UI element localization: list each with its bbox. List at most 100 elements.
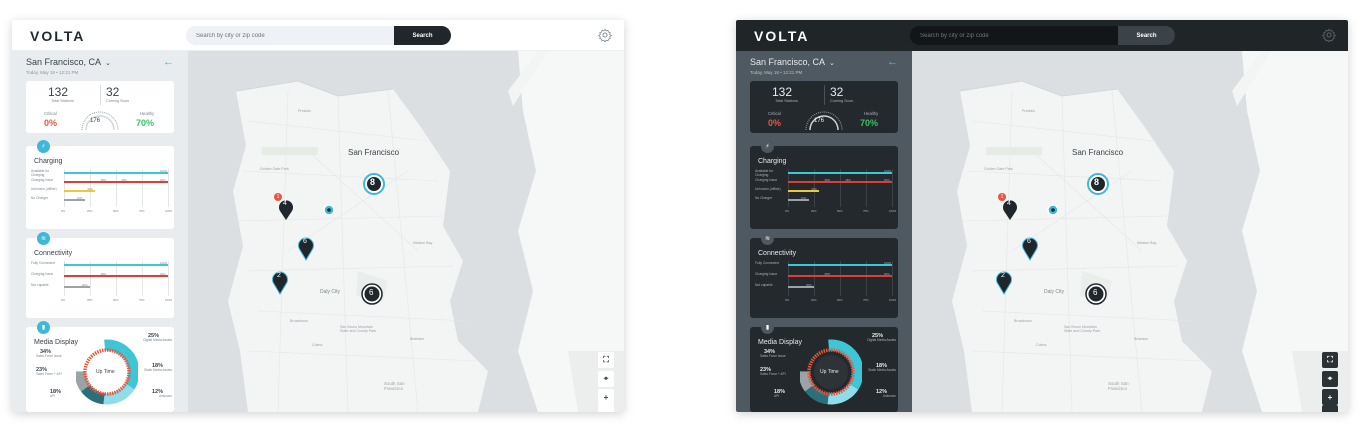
locate-button[interactable]: ⌖ (598, 371, 614, 387)
display-icon: ▮ (37, 321, 50, 334)
media-left-pct-2: 23% (760, 367, 772, 373)
gear-icon[interactable] (1322, 28, 1336, 42)
map-pin-2[interactable]: 2 (995, 269, 1013, 300)
grid-line (90, 169, 91, 207)
bar-segment-label: 15% (845, 177, 851, 182)
search-input[interactable] (910, 26, 1118, 45)
chevron-down-icon: ⌄ (829, 60, 835, 67)
media-left-label-3: API (774, 394, 780, 398)
search-button[interactable]: Search (1118, 26, 1175, 45)
display-icon: ▮ (761, 321, 774, 334)
map-single-station[interactable] (1047, 203, 1059, 221)
city-selector[interactable]: San Francisco, CA ⌄ (26, 57, 111, 67)
bar-segment-label: 38% (824, 177, 830, 182)
back-arrow-icon[interactable]: ← (887, 56, 898, 68)
fullscreen-button[interactable]: ⛶ (1322, 352, 1338, 368)
charging-chart: 0% 25% 50% 75% 100% Available for Charging 100… (750, 146, 898, 229)
charging-card[interactable]: ⚡ Charging 0% 25% 50% 75% 100% Available for … (750, 140, 898, 229)
axis-tick-label: 0% (61, 209, 66, 213)
map-pin-6a[interactable]: 6 (1021, 235, 1039, 266)
city-selector[interactable]: San Francisco, CA ⌄ (750, 57, 835, 67)
station-pin-icon (279, 200, 293, 220)
map-label-san-bruno: San Bruno Mountain State and County Park (340, 325, 377, 333)
city-name: San Francisco, CA (26, 57, 102, 67)
bar-value-label: 30% (87, 186, 93, 191)
map-view[interactable]: San Francisco Presidio Golden Gate Park … (188, 51, 624, 412)
gear-icon[interactable] (598, 28, 612, 42)
pin-count: 6 (303, 238, 307, 245)
bar-segment-label: 38% (100, 271, 106, 276)
map-view[interactable]: San Francisco Presidio Golden Gate Park … (912, 51, 1348, 412)
zoom-in-button[interactable]: + (598, 389, 614, 405)
bar-row-label: Fully Connected (755, 261, 779, 265)
map-label-mission-bay: Mission Bay (413, 241, 433, 245)
search-button[interactable]: Search (394, 26, 451, 45)
search-box: Search (910, 26, 1175, 45)
axis-tick-label: 100% (165, 298, 173, 302)
connectivity-card[interactable]: ≋ Connectivity 0% 25% 50% 75% 100% Fully Conn… (750, 232, 898, 318)
bar-row-label: Charging Issue (31, 272, 54, 276)
axis-tick-label: 0% (785, 298, 790, 302)
map-pin-6a[interactable]: 6 (297, 235, 315, 266)
zoom-out-button[interactable]: − (1322, 405, 1338, 412)
grid-line (168, 169, 169, 207)
connectivity-title: Connectivity (758, 250, 797, 257)
map-cluster-6[interactable]: 6 (361, 283, 383, 310)
media-display-card[interactable]: ▮ Media Display 34% Sales Force Issue 23… (750, 321, 898, 412)
connectivity-card[interactable]: ≋ Connectivity 0% 25% 50% 75% 100% Fully Conn… (26, 232, 174, 318)
bar-value-label: 20% (160, 177, 166, 182)
critical-label: Critical (768, 111, 781, 116)
charging-card[interactable]: ⚡ Charging 0% 25% 50% 75% 100% Available for … (26, 140, 174, 229)
charging-title: Charging (758, 158, 787, 165)
date-time: Today, May 18 • 12:21 PM (750, 70, 803, 75)
map-cluster-6[interactable]: 6 (1085, 283, 1107, 310)
critical-percent: 0% (768, 118, 782, 128)
map-cluster-8[interactable]: 8 (1087, 173, 1109, 200)
volta-logo[interactable]: VOLTA (754, 28, 810, 44)
grid-line (64, 169, 65, 207)
map-cluster-8[interactable]: 8 (363, 173, 385, 200)
zoom-out-button[interactable]: − (598, 405, 614, 412)
fullscreen-button[interactable]: ⛶ (598, 352, 614, 368)
stats-card: 132 Total Stations 32 Coming Soon Critic… (26, 81, 174, 133)
charging-icon: ⚡ (761, 140, 774, 153)
locate-button[interactable]: ⌖ (1322, 371, 1338, 387)
coming-soon-label: Coming Soon (106, 99, 130, 103)
bar-row-label: Unknown (offline) (755, 187, 781, 191)
light-theme-frame: VOLTA Search San Francisco, CA⌄ Today, M… (12, 20, 624, 412)
map-label-san-bruno: San Bruno Mountain State and County Park (1064, 325, 1101, 333)
bar-row-label: Unknown (offline) (31, 187, 57, 191)
search-box: Search (186, 26, 451, 45)
top-bar: VOLTA Search (736, 20, 1348, 51)
bar-connectivity (64, 264, 168, 267)
station-cluster-icon (1085, 283, 1107, 305)
uptime-label: Up Time (96, 369, 115, 375)
charging-title: Charging (34, 158, 63, 165)
bar-value-label: 10% (800, 195, 807, 200)
grid-line (142, 261, 143, 296)
search-input[interactable] (186, 26, 394, 45)
map-label-daly-city: Daly City (320, 289, 341, 295)
map-pin-2[interactable]: 2 (271, 269, 289, 300)
media-display-card[interactable]: ▮ Media Display 34% Sales Force Issue 23… (26, 321, 174, 412)
map-pin-4[interactable]: 4 1 (274, 193, 295, 226)
map-label-daly-city: Daly City (1044, 289, 1065, 295)
map-label-colma: Colma (1036, 343, 1047, 347)
volta-logo[interactable]: VOLTA (30, 28, 86, 44)
back-arrow-icon[interactable]: ← (163, 56, 174, 68)
map-label-mission-bay: Mission Bay (1137, 241, 1157, 245)
zoom-in-button[interactable]: + (1322, 389, 1338, 405)
alert-badge: 1 (998, 193, 1006, 201)
bar-charging (64, 181, 168, 184)
media-right-pct-3: 12% (152, 389, 164, 395)
map-single-station[interactable] (323, 203, 335, 221)
map-label-broadmoor: Broadmoor (290, 319, 308, 323)
media-left-label-3: API (50, 394, 56, 398)
gauge-value: 176 (90, 118, 101, 124)
axis-tick-label: 50% (113, 298, 119, 302)
map-pin-4[interactable]: 4 1 (998, 193, 1019, 226)
coming-soon-count: 32 (830, 85, 844, 99)
map-label-south-sf: South San Francisco (384, 381, 405, 391)
bar-segment-label: 38% (824, 271, 830, 276)
map-label-brisbane: Brisbane (410, 337, 425, 341)
